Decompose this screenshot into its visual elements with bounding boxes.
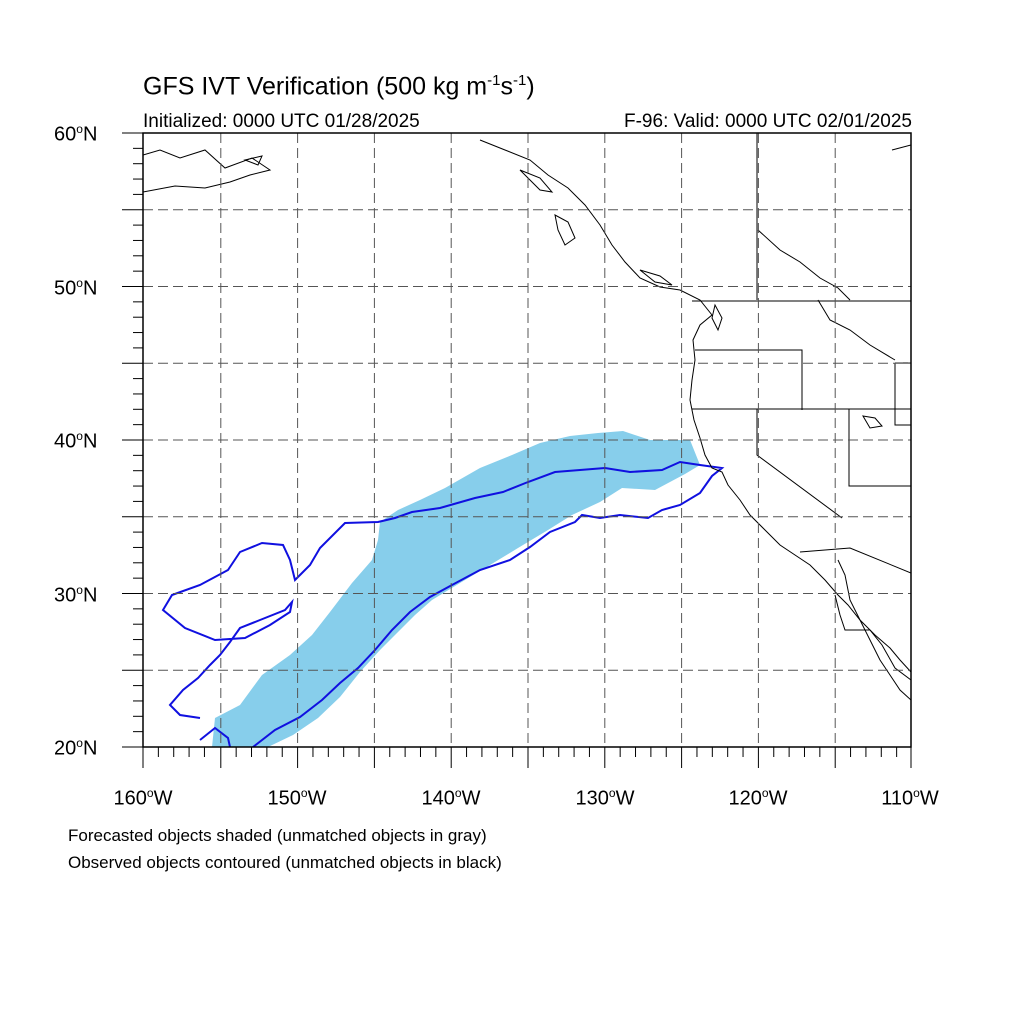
state-borders	[692, 133, 911, 574]
lon-label-160w: 160oW	[113, 786, 173, 810]
gridlines	[143, 133, 911, 747]
lon-label-130w: 130oW	[575, 786, 635, 810]
lon-label-120w: 120oW	[728, 786, 788, 810]
lat-label-40n: 40oN	[54, 429, 98, 453]
observed-object-contour	[161, 460, 725, 747]
observed-note: Observed objects contoured (unmatched ob…	[68, 853, 502, 872]
lon-label-110w: 110oW	[881, 786, 939, 810]
initialized-label: Initialized: 0000 UTC 01/28/2025	[143, 111, 420, 132]
lat-label-30n: 30oN	[54, 583, 98, 607]
lat-label-20n: 20oN	[54, 736, 98, 760]
plot-title: GFS IVT Verification (500 kg m-1s-1)	[143, 72, 535, 101]
tick-marks	[122, 132, 912, 768]
observed-object-contour-fragment	[199, 726, 231, 747]
lon-label-140w: 140oW	[421, 786, 481, 810]
lat-label-60n: 60oN	[54, 122, 98, 146]
lat-label-50n: 50oN	[54, 276, 98, 300]
valid-time-label: F-96: Valid: 0000 UTC 02/01/2025	[624, 111, 912, 132]
coastlines	[143, 139, 911, 701]
forecast-note: Forecasted objects shaded (unmatched obj…	[68, 826, 487, 845]
lon-label-150w: 150oW	[267, 786, 327, 810]
forecast-object-shading	[212, 431, 700, 747]
